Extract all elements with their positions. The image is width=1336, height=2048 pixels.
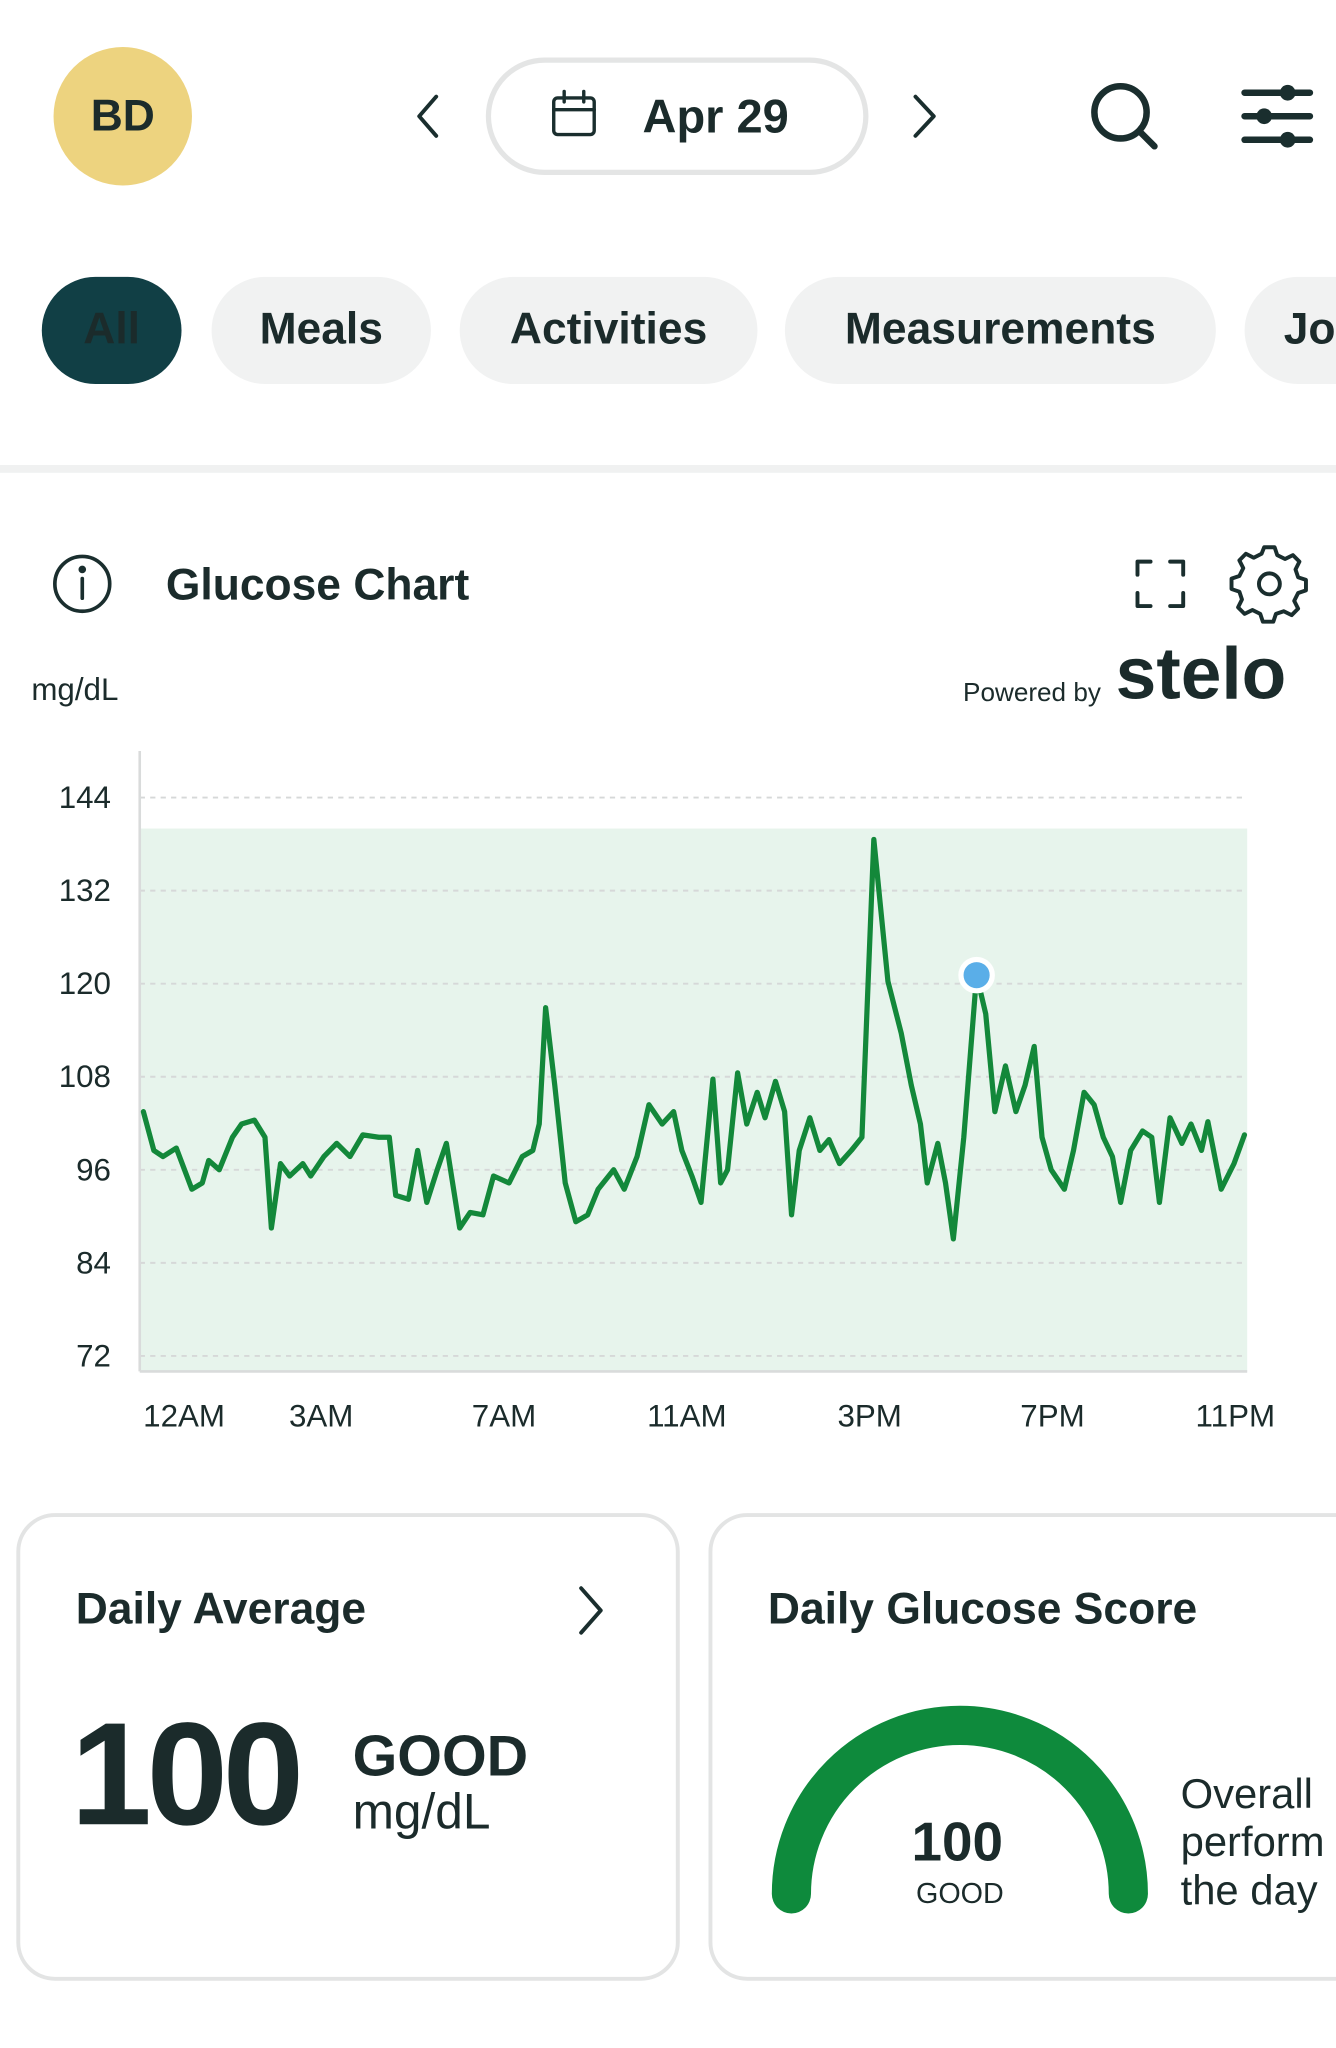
glucose-chart: 72 84 96 108 120 132 144 12AM 3AM 7AM 11AM 3PM 7PM 11…	[59, 751, 1275, 1433]
x-tick-label: 3PM	[837, 1398, 901, 1433]
filter-tab[interactable]: Activities	[459, 276, 758, 384]
filter-tab[interactable]: Jo	[1244, 276, 1336, 384]
search-button[interactable]	[1091, 82, 1158, 150]
filter-tab[interactable]: All	[41, 276, 182, 384]
card-title: Daily Glucose Score	[768, 1585, 1197, 1634]
settings-button[interactable]	[1229, 545, 1308, 624]
x-tick-label: 11PM	[1196, 1398, 1276, 1433]
tab-bar: All Meals Activities Measurements Jo	[41, 276, 1336, 384]
expand-button[interactable]	[1135, 559, 1186, 608]
prev-day[interactable]	[417, 94, 439, 138]
avatar-initials: BD	[91, 92, 155, 141]
card-chevron	[579, 1586, 603, 1635]
score-description: Overall	[1181, 1770, 1313, 1817]
score-value: 100	[912, 1811, 1004, 1873]
filter-button[interactable]	[1241, 84, 1314, 148]
score-description: perform	[1181, 1818, 1325, 1865]
tab-label: Jo	[1284, 305, 1336, 354]
target-range-band	[139, 828, 1248, 1372]
avatar-circle	[53, 47, 192, 186]
tab-pill	[41, 276, 182, 384]
x-tick-label: 7AM	[472, 1398, 536, 1433]
y-tick-label: 96	[76, 1152, 111, 1187]
score-gauge	[771, 1705, 1148, 1914]
y-tick-label: 144	[59, 780, 111, 815]
next-day[interactable]	[913, 94, 936, 138]
y-tick-label: 120	[59, 966, 111, 1001]
tab-pill	[211, 276, 431, 384]
filter-tab[interactable]: Measurements	[784, 276, 1216, 384]
highlight-point	[958, 956, 995, 994]
calendar-icon	[552, 89, 596, 137]
card-title: Daily Average	[76, 1585, 366, 1634]
tab-label: Activities	[510, 305, 707, 354]
brand-logo: stelo	[1116, 633, 1287, 714]
unit-label: mg/dL	[31, 672, 118, 707]
score-description: the day	[1181, 1866, 1318, 1913]
x-tick-label: 7PM	[1020, 1398, 1084, 1433]
tab-label: All	[83, 305, 140, 354]
filter-tab[interactable]: Meals	[211, 276, 431, 384]
average-rating: GOOD	[353, 1725, 529, 1789]
y-tick-label: 132	[59, 873, 111, 908]
average-value: 100	[71, 1692, 299, 1855]
powered-by: Powered by	[963, 677, 1101, 707]
x-tick-label: 11AM	[647, 1398, 727, 1433]
x-tick-label: 3AM	[289, 1398, 353, 1433]
y-tick-label: 108	[59, 1059, 111, 1094]
glucose-line	[140, 836, 1248, 1242]
tab-pill	[459, 276, 758, 384]
chart-title: Glucose Chart	[166, 561, 470, 610]
date-pill[interactable]	[485, 57, 869, 176]
x-tick-label: 12AM	[143, 1398, 225, 1433]
daily-average-card[interactable]	[16, 1513, 680, 1981]
tab-pill	[784, 276, 1216, 384]
tab-pill	[1244, 276, 1336, 384]
y-tick-label: 84	[76, 1245, 111, 1280]
info-button[interactable]	[53, 554, 112, 614]
score-rating: GOOD	[916, 1878, 1004, 1910]
y-tick-label: 72	[76, 1338, 111, 1373]
avatar[interactable]: BD	[53, 47, 192, 186]
separator	[0, 464, 1336, 473]
average-unit: mg/dL	[353, 1784, 491, 1840]
tab-label: Meals	[260, 305, 383, 354]
tab-label: Measurements	[845, 305, 1156, 354]
date-label: Apr 29	[643, 90, 789, 143]
